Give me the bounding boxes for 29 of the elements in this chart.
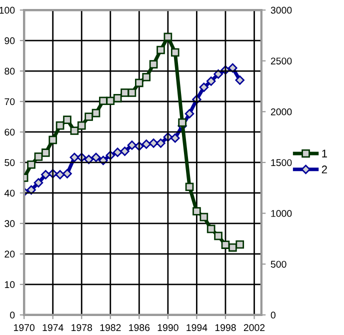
x-tick-label: 1974 xyxy=(42,324,64,332)
y2-tick-label: 1000 xyxy=(271,210,292,217)
y2-tick-label: 1500 xyxy=(271,159,292,166)
y-tick-label: 100 xyxy=(0,6,15,14)
y-tick-label: 70 xyxy=(4,98,15,106)
y2-tick-label: 2000 xyxy=(270,108,292,116)
x-tick-label: 1998 xyxy=(215,324,236,332)
y-tick-label: 80 xyxy=(4,68,15,75)
x-tick-label: 1970 xyxy=(14,324,35,332)
y2-tick-label: 500 xyxy=(270,260,286,268)
y-tick-label: 60 xyxy=(4,128,15,136)
legend-label: 2 xyxy=(322,166,327,174)
y2-tick-label: 2500 xyxy=(270,58,292,64)
x-tick-label: 1982 xyxy=(100,324,121,332)
x-tick-label: 1986 xyxy=(129,324,150,332)
x-tick-label: 1994 xyxy=(186,324,208,332)
y2-tick-label: 3000 xyxy=(270,6,292,14)
x-tick-label: 2002 xyxy=(244,324,265,332)
y-tick-label: 40 xyxy=(4,190,15,197)
y-tick-label: 30 xyxy=(4,220,15,228)
y-tick-label: 90 xyxy=(4,37,15,44)
legend-label: 1 xyxy=(322,150,327,158)
x-tick-label: 1978 xyxy=(72,324,92,332)
y2-tick-label: 0 xyxy=(270,312,276,319)
y-tick-label: 10 xyxy=(4,281,15,288)
x-tick-label: 1990 xyxy=(158,324,178,332)
y-tick-label: 20 xyxy=(4,250,15,258)
y-tick-label: 50 xyxy=(4,159,15,166)
y-tick-label: 0 xyxy=(10,312,15,319)
